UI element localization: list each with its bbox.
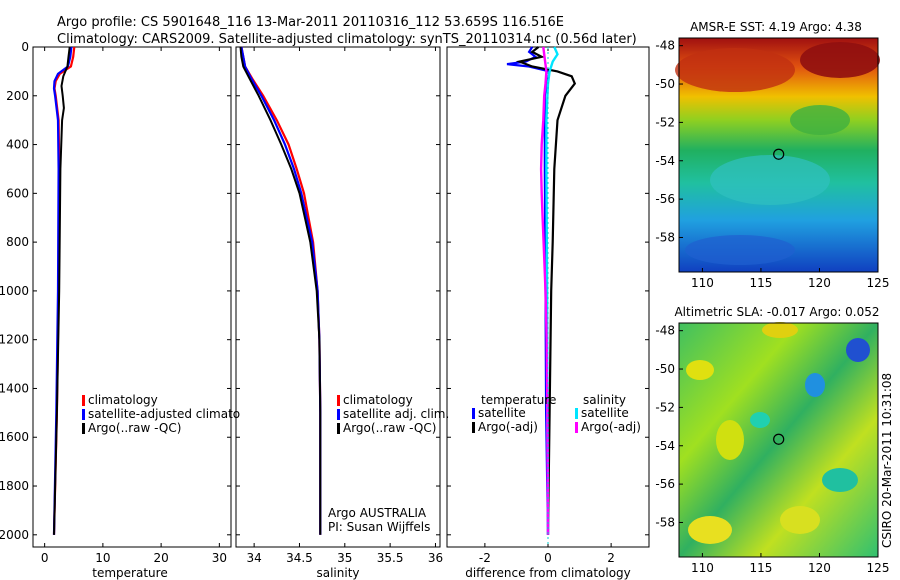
sla-map-xtick-label: 110 — [691, 561, 714, 575]
difference-salinity-legend-label: satellite — [581, 406, 629, 420]
salinity-profile-panel: salinity Argo AUSTRALIA PI: Susan Wijffe… — [235, 46, 441, 580]
sla-map-xtick-label: 125 — [867, 561, 890, 575]
sst-map-ytick-label: -52 — [655, 115, 675, 129]
depth-tick-label: 1800 — [0, 479, 29, 493]
depth-tick-label: 600 — [6, 186, 29, 200]
difference-xtick-label: -2 — [479, 551, 491, 565]
sst-map-ytick-label: -50 — [655, 77, 675, 91]
salinity-legend-label: satellite adj. clim. — [343, 407, 449, 421]
sla-map-axes: 110 115 120 125 -48 -50 -52 -54 -56 -58 — [655, 324, 889, 575]
difference-salinity-legend-label: Argo(-adj) — [581, 420, 641, 434]
difference-temperature-legend-label: Argo(-adj) — [478, 420, 538, 434]
side-timestamp: CSIRO 20-Mar-2011 10:31:08 — [880, 373, 894, 548]
salinity-xtick-label: 35.5 — [377, 551, 404, 565]
temperature-xtick-label: 20 — [153, 551, 168, 565]
difference-temperature-legend-label: satellite — [478, 406, 526, 420]
difference-salinity-legend-swatch — [575, 408, 578, 419]
sst-map-ytick-label: -48 — [655, 39, 675, 53]
sla-map-ytick-label: -58 — [655, 515, 675, 529]
temperature-xtick-label: 30 — [212, 551, 227, 565]
difference-series-salinity-argo-adj- — [539, 46, 550, 535]
sla-map-xtick-label: 120 — [808, 561, 831, 575]
sst-map-xtick-label: 125 — [867, 276, 890, 290]
difference-x-label: difference from climatology — [465, 566, 631, 580]
difference-legend-temperature-heading: temperature — [481, 393, 556, 407]
depth-tick-label: 1400 — [0, 381, 29, 395]
sla-map-ytick-label: -56 — [655, 477, 675, 491]
sla-map-panel: Altimetric SLA: -0.017 Argo: 0.052 — [674, 305, 880, 558]
temperature-legend-swatch — [82, 409, 85, 420]
salinity-annotation-line-2: PI: Susan Wijffels — [328, 520, 430, 534]
depth-tick-label: 1600 — [0, 430, 29, 444]
temperature-profile-panel: temperature — [32, 46, 232, 580]
salinity-xtick-label: 34.5 — [286, 551, 313, 565]
difference-legend-salinity-heading: salinity — [583, 393, 626, 407]
sla-map-title: Altimetric SLA: -0.017 Argo: 0.052 — [674, 305, 879, 319]
salinity-xtick-label: 34 — [246, 551, 261, 565]
figure-title-line-1: Argo profile: CS 5901648_116 13-Mar-2011… — [57, 15, 564, 30]
sst-map-ytick-label: -54 — [655, 154, 675, 168]
temperature-legend-label: satellite-adjusted climatology — [88, 407, 266, 421]
sst-map-title: AMSR-E SST: 4.19 Argo: 4.38 — [690, 20, 862, 34]
difference-salinity-legend-swatch — [575, 422, 578, 433]
figure-title-line-2: Climatology: CARS2009. Satellite-adjuste… — [57, 32, 637, 47]
salinity-legend-label: climatology — [343, 393, 413, 407]
difference-xtick-label: 2 — [607, 551, 615, 565]
sst-map-panel: AMSR-E SST: 4.19 Argo: 4.38 — [675, 20, 880, 273]
sla-map-float-marker — [773, 433, 785, 445]
sst-map-xtick-label: 110 — [691, 276, 714, 290]
temperature-series-argo-raw-qc- — [53, 46, 71, 535]
difference-xtick-label: 0 — [544, 551, 552, 565]
sst-map-ytick-label: -58 — [655, 230, 675, 244]
sst-map-ytick-label: -56 — [655, 192, 675, 206]
sst-map-float-marker — [773, 148, 785, 160]
sla-map-ytick-label: -52 — [655, 400, 675, 414]
depth-tick-label: 800 — [6, 235, 29, 249]
depth-tick-label: 1200 — [0, 333, 29, 347]
salinity-legend-swatch — [337, 395, 340, 406]
depth-tick-label: 2000 — [0, 528, 29, 542]
depth-tick-label: 200 — [6, 89, 29, 103]
temperature-legend-swatch — [82, 423, 85, 434]
salinity-x-label: salinity — [316, 566, 359, 580]
salinity-xtick-label: 35 — [337, 551, 352, 565]
sla-map-ytick-label: -54 — [655, 439, 675, 453]
salinity-legend-label: Argo(..raw -QC) — [343, 421, 436, 435]
difference-temperature-legend-swatch — [472, 408, 475, 419]
temperature-xtick-label: 10 — [95, 551, 110, 565]
sst-map-axes: 110 115 120 125 -48 -50 -52 -54 -56 -58 — [655, 39, 889, 290]
sla-map-ytick-label: -48 — [655, 324, 675, 338]
temperature-xtick-label: 0 — [41, 551, 49, 565]
sst-map-xtick-label: 115 — [749, 276, 772, 290]
salinity-plot: 34 34.5 35 35.5 36 — [236, 46, 443, 565]
temperature-plot: 0 10 20 30 0 200 400 600 800 1000 1200 1400 1600 1800… — [0, 40, 231, 565]
salinity-xtick-label: 36 — [428, 551, 443, 565]
salinity-series-argo-raw-qc- — [239, 46, 322, 535]
temperature-legend-label: climatology — [88, 393, 158, 407]
salinity-legend-swatch — [337, 423, 340, 434]
salinity-annotation-line-1: Argo AUSTRALIA — [328, 506, 427, 520]
temperature-legend-swatch — [82, 395, 85, 406]
sla-map-xtick-label: 115 — [749, 561, 772, 575]
depth-tick-label: 1000 — [0, 284, 29, 298]
temperature-x-label: temperature — [92, 566, 167, 580]
depth-tick-label: 400 — [6, 138, 29, 152]
depth-tick-label: 0 — [21, 40, 29, 54]
difference-temperature-legend-swatch — [472, 422, 475, 433]
difference-series-temperature-argo-adj- — [515, 46, 577, 535]
salinity-legend-swatch — [337, 409, 340, 420]
temperature-legend-label: Argo(..raw -QC) — [88, 421, 181, 435]
sla-map-ytick-label: -50 — [655, 362, 675, 376]
sst-map-xtick-label: 120 — [808, 276, 831, 290]
